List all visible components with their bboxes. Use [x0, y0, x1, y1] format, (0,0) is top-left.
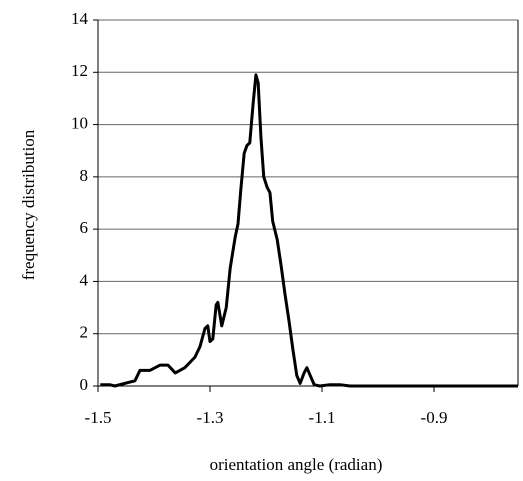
y-tick-label: 2 — [80, 323, 89, 342]
y-tick-label: 14 — [71, 9, 89, 28]
data-line — [100, 73, 518, 388]
y-tick-label: 6 — [80, 218, 89, 237]
x-axis-title: orientation angle (radian) — [210, 455, 383, 474]
y-tick-label: 0 — [80, 375, 89, 394]
y-axis-title: frequency distribution — [19, 129, 38, 280]
y-tick-label: 10 — [71, 113, 88, 132]
y-tick-label: 8 — [80, 166, 89, 185]
x-tick-label: -1.3 — [197, 408, 224, 427]
x-tick-label: -1.5 — [85, 408, 112, 427]
x-tick-label: -1.1 — [309, 408, 336, 427]
y-tick-label: 4 — [80, 270, 89, 289]
y-tick-label: 12 — [71, 61, 88, 80]
x-tick-label: -0.9 — [421, 408, 448, 427]
